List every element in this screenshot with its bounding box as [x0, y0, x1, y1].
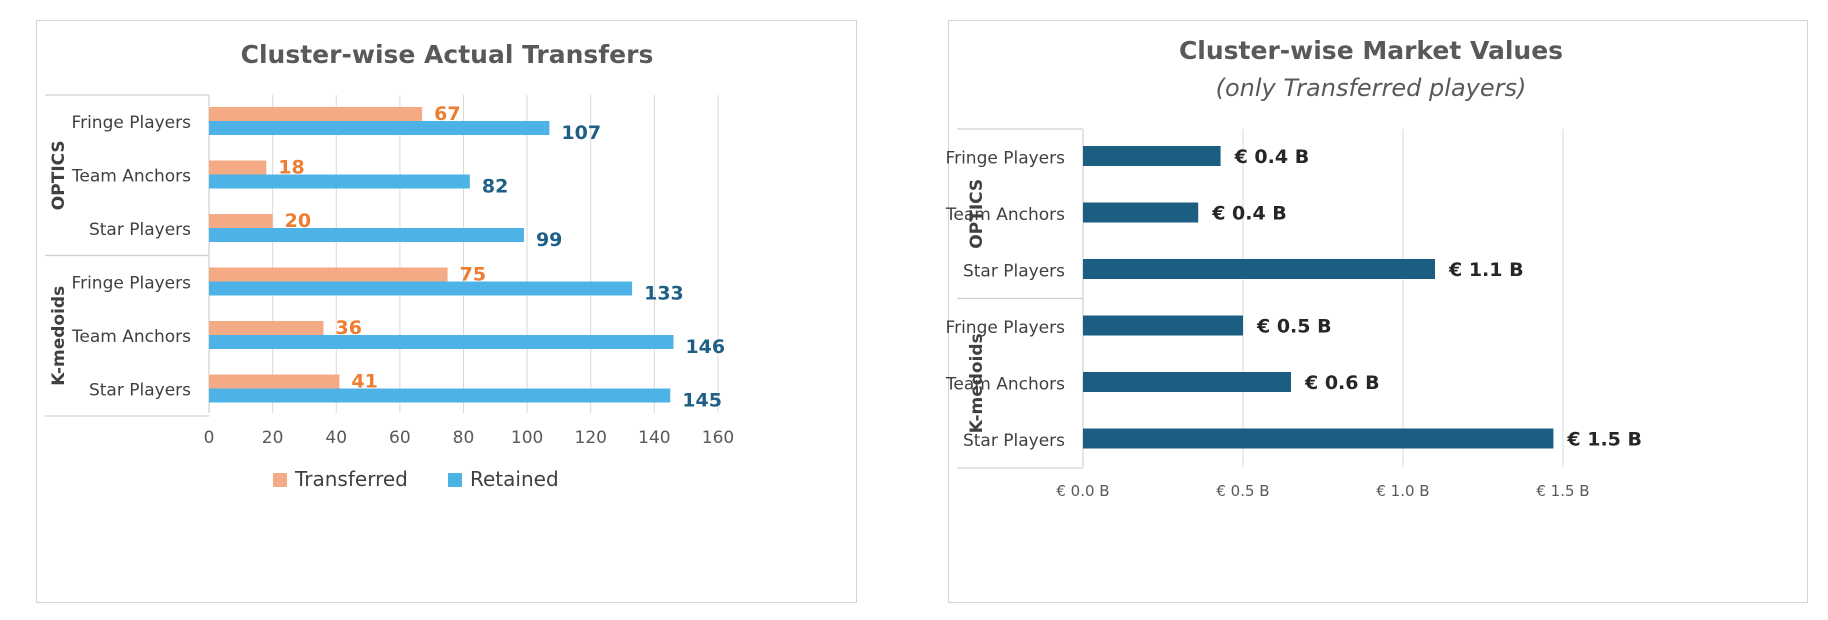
legend-label: Transferred: [294, 467, 408, 491]
data-label: 145: [682, 390, 722, 412]
bar: [209, 281, 633, 296]
category-label: Fringe Players: [72, 113, 192, 133]
data-label: 18: [278, 157, 304, 179]
data-label: 75: [460, 264, 486, 286]
bar: [209, 107, 423, 121]
data-label: 20: [285, 210, 311, 232]
category-label: Star Players: [89, 380, 191, 400]
x-tick-label: € 0.5 B: [1216, 482, 1269, 500]
bar: [1083, 372, 1291, 392]
category-label: Star Players: [963, 431, 1065, 451]
data-label: € 0.4 B: [1211, 203, 1287, 225]
category-label: Fringe Players: [946, 148, 1066, 168]
bar: [1083, 202, 1199, 223]
bar: [209, 374, 340, 389]
bar: [209, 174, 470, 189]
x-tick-label: 40: [325, 428, 347, 448]
data-label: 146: [685, 336, 725, 358]
data-label: 133: [644, 283, 684, 305]
data-label: € 0.4 B: [1234, 146, 1310, 168]
category-label: Star Players: [89, 220, 191, 240]
category-label: Team Anchors: [945, 205, 1065, 225]
transfers-chart: Cluster-wise Actual Transfers 0 20 40 60 80 10…: [45, 40, 734, 491]
chart-title: Cluster-wise Market Values: [1179, 36, 1563, 65]
group-label: OPTICS: [967, 179, 987, 249]
x-tick-label: € 1.5 B: [1536, 482, 1589, 500]
category-label: Team Anchors: [71, 166, 191, 186]
bar: [209, 214, 273, 228]
category-label: Team Anchors: [71, 327, 191, 347]
market-values-chart: Cluster-wise Market Values (only Transfer…: [945, 36, 1642, 500]
bar: [209, 321, 324, 335]
category-label: Star Players: [963, 261, 1065, 281]
x-tick-label: 140: [638, 428, 670, 448]
x-tick-label: 60: [389, 428, 411, 448]
transfers-chart-panel: Cluster-wise Actual Transfers 0 20 40 60 80 10…: [36, 20, 857, 603]
bar: [209, 267, 448, 282]
category-label: Team Anchors: [945, 374, 1065, 394]
bar: [209, 160, 267, 175]
legend-swatch: [448, 473, 462, 487]
group-label: K-medoids: [967, 333, 987, 433]
group-label: K-medoids: [49, 286, 69, 386]
data-label: € 0.5 B: [1256, 316, 1332, 338]
data-label: € 0.6 B: [1304, 372, 1380, 394]
bar: [209, 228, 524, 242]
category-label: Fringe Players: [946, 318, 1066, 338]
bar: [209, 388, 671, 403]
data-label: 67: [434, 103, 460, 125]
group-label: OPTICS: [49, 140, 69, 210]
data-label: € 1.1 B: [1448, 259, 1524, 281]
data-label: 41: [351, 371, 377, 393]
data-label: 107: [561, 122, 601, 144]
x-tick-label: 20: [262, 428, 284, 448]
x-tick-label: € 0.0 B: [1056, 482, 1109, 500]
x-tick-label: 160: [702, 428, 734, 448]
x-tick-label: 120: [575, 428, 607, 448]
bar: [1083, 146, 1221, 166]
bar: [1083, 259, 1435, 279]
bar: [1083, 315, 1243, 336]
x-tick-label: 100: [511, 428, 543, 448]
data-label: 82: [482, 176, 508, 198]
bar: [209, 335, 674, 349]
legend-swatch: [273, 473, 287, 487]
chart-title: Cluster-wise Actual Transfers: [241, 40, 654, 69]
legend-label: Retained: [470, 467, 559, 491]
bar: [209, 121, 550, 135]
market-values-chart-panel: Cluster-wise Market Values (only Transfer…: [945, 20, 1808, 603]
data-label: 99: [536, 229, 562, 251]
bar: [1083, 428, 1554, 449]
data-label: € 1.5 B: [1566, 429, 1642, 451]
category-label: Fringe Players: [72, 273, 192, 293]
x-tick-label: 0: [204, 428, 215, 448]
data-label: 36: [336, 317, 362, 339]
x-tick-label: € 1.0 B: [1376, 482, 1429, 500]
x-tick-label: 80: [453, 428, 475, 448]
chart-subtitle: (only Transferred players): [1216, 74, 1527, 102]
